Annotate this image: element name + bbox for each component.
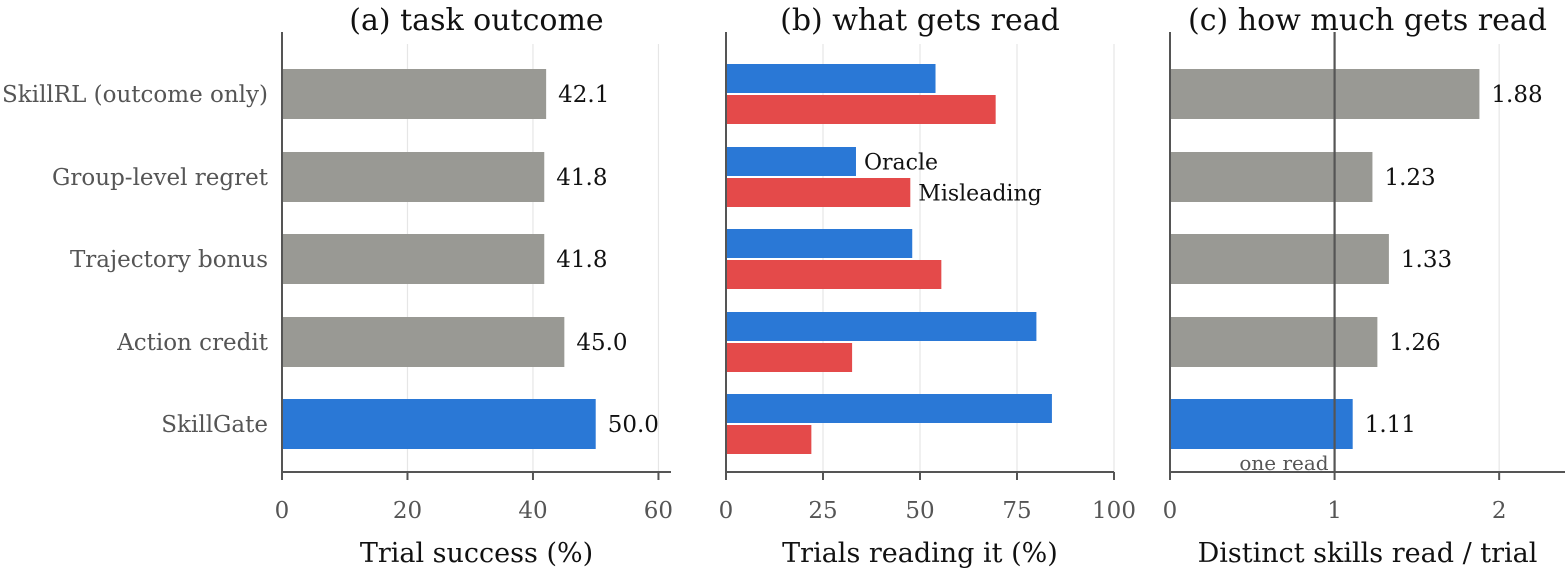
x-tick-label: 40 [518, 498, 547, 524]
bar-misleading [726, 178, 911, 207]
panel-task-outcome: (a) task outcome 42.1 41.8 41.8 45.0 50.0 Skil… [2, 3, 673, 569]
value-label: 1.88 [1491, 82, 1542, 108]
bar-misleading [726, 95, 996, 124]
x-axis-label: Trials reading it (%) [782, 538, 1058, 569]
x-tick-label: 2 [1492, 498, 1507, 524]
value-label: 45.0 [576, 330, 627, 356]
x-tick-label: 1 [1327, 498, 1342, 524]
bar-misleading [726, 425, 812, 454]
value-label: 42.1 [558, 82, 609, 108]
x-tick-label: 50 [905, 498, 934, 524]
bar [282, 317, 565, 367]
category-label: Group-level regret [52, 165, 269, 191]
bar [282, 152, 545, 202]
x-tick-label: 0 [275, 498, 290, 524]
panel-title: (a) task outcome [349, 3, 603, 38]
bar [1170, 234, 1389, 284]
bar [1170, 69, 1480, 119]
value-label: 1.23 [1384, 165, 1435, 191]
x-tick-label: 0 [719, 498, 734, 524]
bar [1170, 399, 1353, 449]
x-tick-label: 100 [1092, 498, 1136, 524]
x-tick-label: 75 [1002, 498, 1031, 524]
category-label: Trajectory bonus [70, 247, 268, 273]
bar [282, 69, 547, 119]
category-label: Action credit [116, 330, 269, 356]
x-tick-label: 60 [644, 498, 673, 524]
x-axis-label: Distinct skills read / trial [1198, 538, 1538, 569]
x-tick-label: 20 [393, 498, 422, 524]
bar [1170, 317, 1378, 367]
bar-oracle [726, 312, 1037, 341]
value-label: 1.11 [1365, 412, 1416, 438]
value-label: 1.26 [1389, 330, 1440, 356]
legend-label-oracle: Oracle [864, 151, 938, 176]
category-label: SkillGate [161, 412, 268, 438]
bar-oracle [726, 394, 1052, 423]
x-axis-label: Trial success (%) [360, 538, 593, 569]
x-tick-label: 0 [1163, 498, 1178, 524]
bar [1170, 152, 1373, 202]
panel-title: (b) what gets read [780, 3, 1060, 38]
value-label: 1.33 [1401, 247, 1452, 273]
x-tick-label: 25 [808, 498, 837, 524]
legend-label-misleading: Misleading [918, 182, 1041, 207]
bar-misleading [726, 343, 853, 372]
panel-what-gets-read: (b) what gets read Oracle Misleading 0 25 50 7… [719, 3, 1136, 569]
bar [282, 234, 545, 284]
value-label: 41.8 [556, 247, 607, 273]
bar-misleading [726, 260, 942, 289]
category-label: SkillRL (outcome only) [2, 82, 268, 108]
bar-oracle [726, 64, 936, 93]
panel-how-much-gets-read: (c) how much gets read 1.88 1.23 1.33 1.26 1.… [1163, 3, 1565, 569]
value-label: 41.8 [556, 165, 607, 191]
panel-title: (c) how much gets read [1188, 3, 1547, 38]
bar-oracle [726, 147, 856, 176]
bar-oracle [726, 229, 913, 258]
value-label: 50.0 [608, 412, 659, 438]
bar [282, 399, 596, 449]
